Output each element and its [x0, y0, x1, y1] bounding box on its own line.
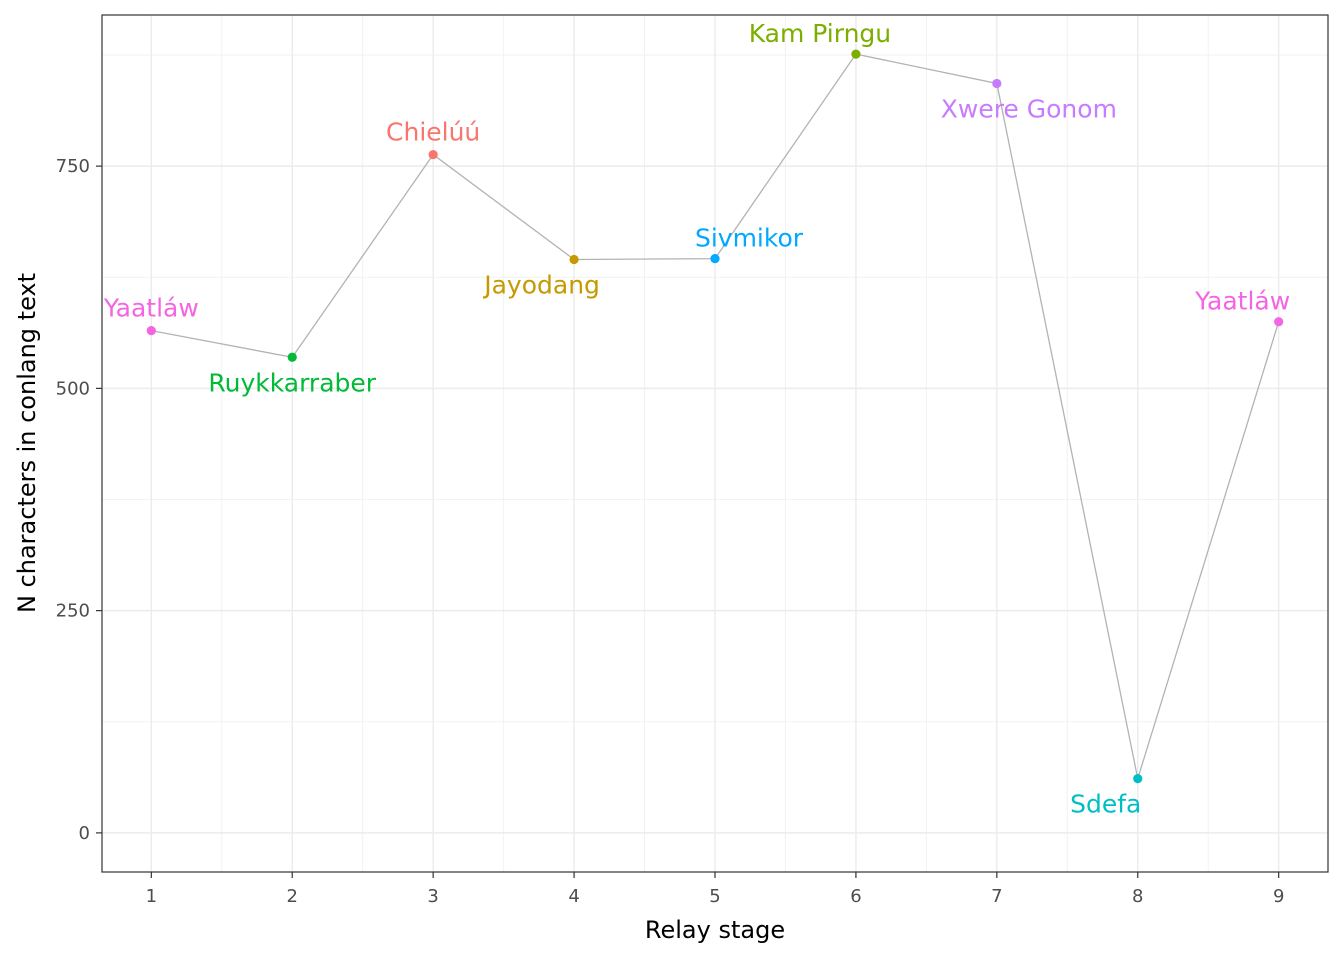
y-tick-label: 750 [56, 156, 90, 177]
data-point [569, 254, 579, 265]
y-axis-title: N characters in conlang text [13, 273, 41, 613]
point-label: Sivmikor [695, 224, 804, 253]
x-tick-label: 5 [709, 886, 720, 907]
x-tick-label: 3 [427, 886, 438, 907]
y-tick-label: 250 [56, 601, 90, 622]
point-label: Yaatláw [1194, 287, 1290, 316]
point-label: Xwere Gonom [941, 94, 1117, 123]
data-point [146, 325, 156, 336]
data-point [287, 352, 297, 362]
data-point [1133, 774, 1143, 784]
data-point [851, 49, 861, 59]
x-tick-label: 7 [991, 886, 1002, 907]
x-axis-title: Relay stage [645, 916, 785, 944]
point-label: Chielúú [386, 118, 480, 147]
x-tick-label: 1 [146, 886, 157, 907]
x-tick-label: 9 [1273, 886, 1284, 907]
y-tick-label: 500 [56, 378, 90, 399]
data-point [428, 149, 438, 160]
x-tick-label: 6 [850, 886, 861, 907]
x-tick-label: 8 [1132, 886, 1143, 907]
data-points [146, 49, 1284, 784]
point-label: Ruykkarraber [208, 368, 376, 397]
point-label: Jayodang [482, 270, 600, 299]
point-labels: Yaatláw Ruykkarraber Chielúú Jayodang Sivmik… [103, 19, 1290, 819]
x-axis-ticks: 1 2 3 4 5 6 7 8 9 [146, 872, 1284, 907]
y-axis-ticks: 0 250 500 750 [56, 156, 102, 844]
data-point [1274, 317, 1284, 327]
point-label: Kam Pirngu [749, 19, 891, 48]
point-label: Yaatláw [103, 294, 199, 323]
y-tick-label: 0 [79, 823, 90, 844]
point-label: Sdefa [1070, 790, 1141, 819]
x-tick-label: 2 [287, 886, 298, 907]
x-tick-label: 4 [568, 886, 579, 907]
data-point [710, 253, 720, 264]
major-gridlines [102, 15, 1328, 872]
data-point [992, 78, 1002, 89]
